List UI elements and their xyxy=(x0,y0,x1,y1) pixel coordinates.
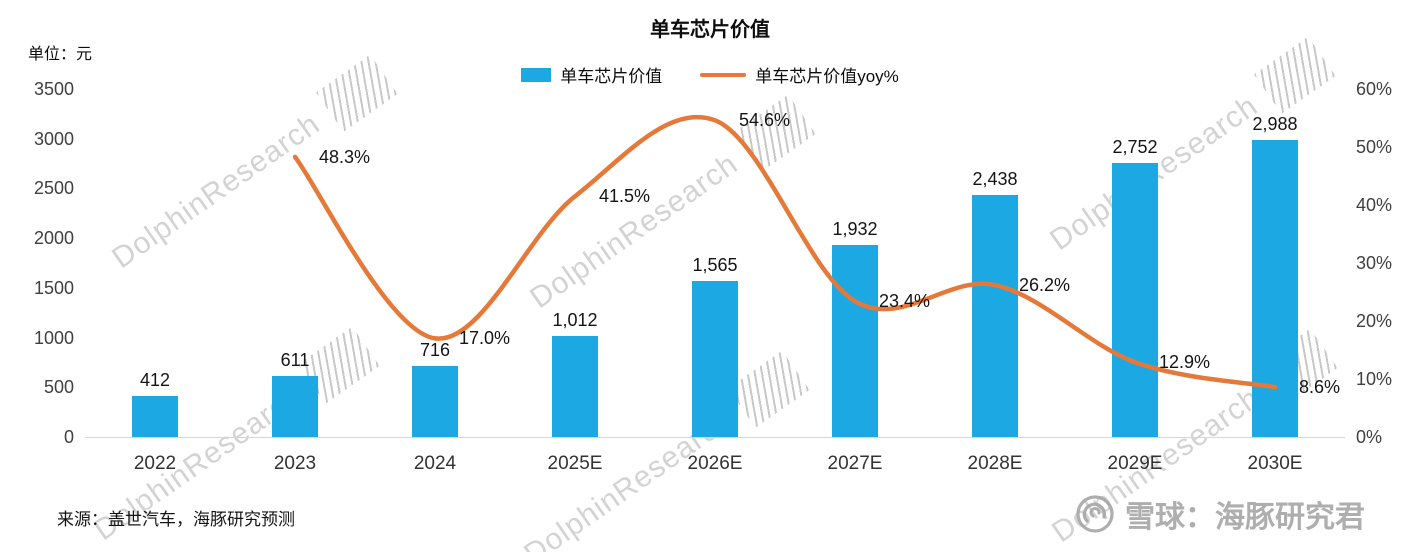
x-axis-label: 2026E xyxy=(687,453,743,474)
legend-bar-swatch xyxy=(521,67,552,82)
legend-bar-label: 单车芯片价值 xyxy=(560,67,663,86)
legend-line-label: 单车芯片价值yoy% xyxy=(755,67,899,86)
brand-text: 雪球：海豚研究君 xyxy=(1125,501,1365,534)
bar-value-label: 2,438 xyxy=(972,168,1018,189)
chart-title: 单车芯片价值 xyxy=(650,19,770,41)
left-axis-tick: 3500 xyxy=(33,79,74,99)
yoy-value-label: 12.9% xyxy=(1159,352,1211,373)
right-axis-tick: 40% xyxy=(1356,195,1393,215)
legend: 单车芯片价值 单车芯片价值yoy% xyxy=(0,62,1420,87)
unit-label: 单位：元 xyxy=(28,46,93,63)
x-axis-label: 2027E xyxy=(827,453,883,474)
x-axis-label: 2022 xyxy=(133,453,177,474)
x-axis-label: 2023 xyxy=(273,453,317,474)
bar-2024 xyxy=(412,365,458,437)
left-axis-tick: 1000 xyxy=(33,327,74,348)
bar-2026E xyxy=(692,281,738,437)
bar-2023 xyxy=(272,376,318,437)
legend-item-bar: 单车芯片价值 xyxy=(521,62,662,87)
left-axis-tick: 500 xyxy=(43,377,74,398)
bar-2025E xyxy=(552,336,598,437)
yoy-value-label: 26.2% xyxy=(1019,275,1071,296)
bar-value-label: 611 xyxy=(280,350,310,371)
right-axis-tick: 30% xyxy=(1356,253,1393,273)
left-axis-tick: 1500 xyxy=(33,277,74,298)
bar-2027E xyxy=(832,244,878,437)
x-axis-label: 2030E xyxy=(1247,453,1303,474)
x-axis-label: 2028E xyxy=(967,453,1023,474)
x-axis-label: 2025E xyxy=(547,453,603,474)
right-axis-tick: 50% xyxy=(1356,137,1393,157)
x-axis-line xyxy=(85,437,1345,438)
left-axis-tick: 2500 xyxy=(33,178,74,199)
left-axis-tick: 2000 xyxy=(33,228,74,249)
yoy-value-label: 8.6% xyxy=(1299,377,1341,398)
right-axis-tick: 0% xyxy=(1356,427,1383,447)
yoy-value-label: 54.6% xyxy=(739,110,791,131)
left-axis-tick: 3000 xyxy=(33,128,74,149)
bar-2022 xyxy=(132,396,178,437)
bar-2028E xyxy=(972,194,1018,437)
legend-item-line: 单车芯片价值yoy% xyxy=(700,62,899,87)
yoy-value-label: 23.4% xyxy=(879,291,931,312)
bar-value-label: 412 xyxy=(139,370,171,391)
legend-line-swatch xyxy=(700,72,747,77)
bar-2029E xyxy=(1112,163,1158,437)
bar-value-label: 1,565 xyxy=(692,255,738,276)
x-axis-label: 2029E xyxy=(1107,453,1163,474)
yoy-value-label: 48.3% xyxy=(319,146,371,167)
yoy-value-label: 17.0% xyxy=(459,328,511,349)
left-axis-tick: 0 xyxy=(63,427,74,447)
right-axis-tick: 10% xyxy=(1356,369,1393,389)
xueqiu-logo-icon xyxy=(1076,495,1114,533)
source-note: 来源：盖世汽车，海豚研究预测 xyxy=(57,510,295,529)
bar-value-label: 2,752 xyxy=(1112,137,1158,158)
right-axis-tick: 20% xyxy=(1356,311,1393,331)
bar-value-label: 1,932 xyxy=(832,218,878,239)
bar-value-label: 1,012 xyxy=(552,310,598,331)
right-axis-tick: 60% xyxy=(1356,79,1393,99)
bar-2030E xyxy=(1252,139,1298,437)
x-axis-label: 2024 xyxy=(413,453,457,474)
yoy-value-label: 41.5% xyxy=(599,186,651,207)
brand-watermark: 雪球：海豚研究君 xyxy=(1075,492,1365,536)
bar-value-label: 2,988 xyxy=(1252,113,1298,134)
